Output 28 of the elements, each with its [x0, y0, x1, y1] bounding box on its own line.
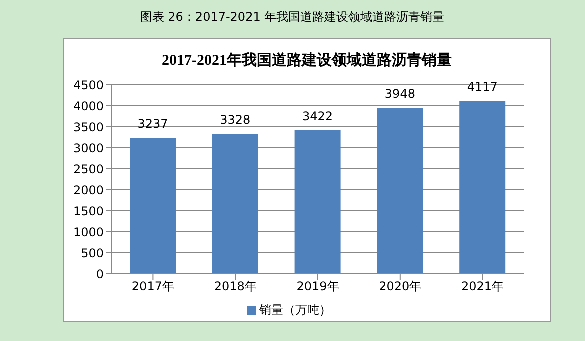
data-label: 3237: [138, 117, 168, 132]
data-label: 4117: [467, 80, 498, 94]
y-tick-label: 1500: [73, 204, 104, 218]
y-tick-label: 2000: [73, 183, 104, 198]
data-label: 3948: [384, 87, 416, 102]
bar: [460, 101, 506, 274]
y-tick-label: 500: [81, 246, 104, 260]
bar: [294, 130, 341, 274]
y-tick-label: 2500: [73, 162, 104, 176]
y-tick-label: 4500: [73, 78, 104, 92]
bar: [130, 138, 176, 274]
chart-title: 2017-2021年我国道路建设领域道路沥青销量: [161, 51, 453, 70]
x-tick-label: 2020年: [379, 280, 422, 294]
data-label: 3422: [302, 109, 334, 124]
y-tick-label: 4000: [73, 99, 104, 114]
y-tick-label: 0: [96, 267, 104, 282]
y-tick-label: 3000: [73, 141, 104, 156]
y-tick-label: 3500: [73, 120, 104, 134]
bar: [212, 134, 258, 274]
y-tick-label: 1000: [73, 225, 104, 240]
legend-label: 销量（万吨）: [260, 303, 332, 317]
text: 图表 26：2017-2021 年我国道路建设领域道路沥青销量: [139, 9, 446, 26]
bar: [377, 108, 424, 274]
x-tick-label: 2017年: [132, 280, 174, 294]
x-tick-label: 2018年: [214, 280, 257, 294]
x-tick-label: 2021年: [462, 280, 504, 294]
x-tick-label: 2019年: [296, 280, 340, 294]
data-label: 3328: [220, 113, 251, 128]
